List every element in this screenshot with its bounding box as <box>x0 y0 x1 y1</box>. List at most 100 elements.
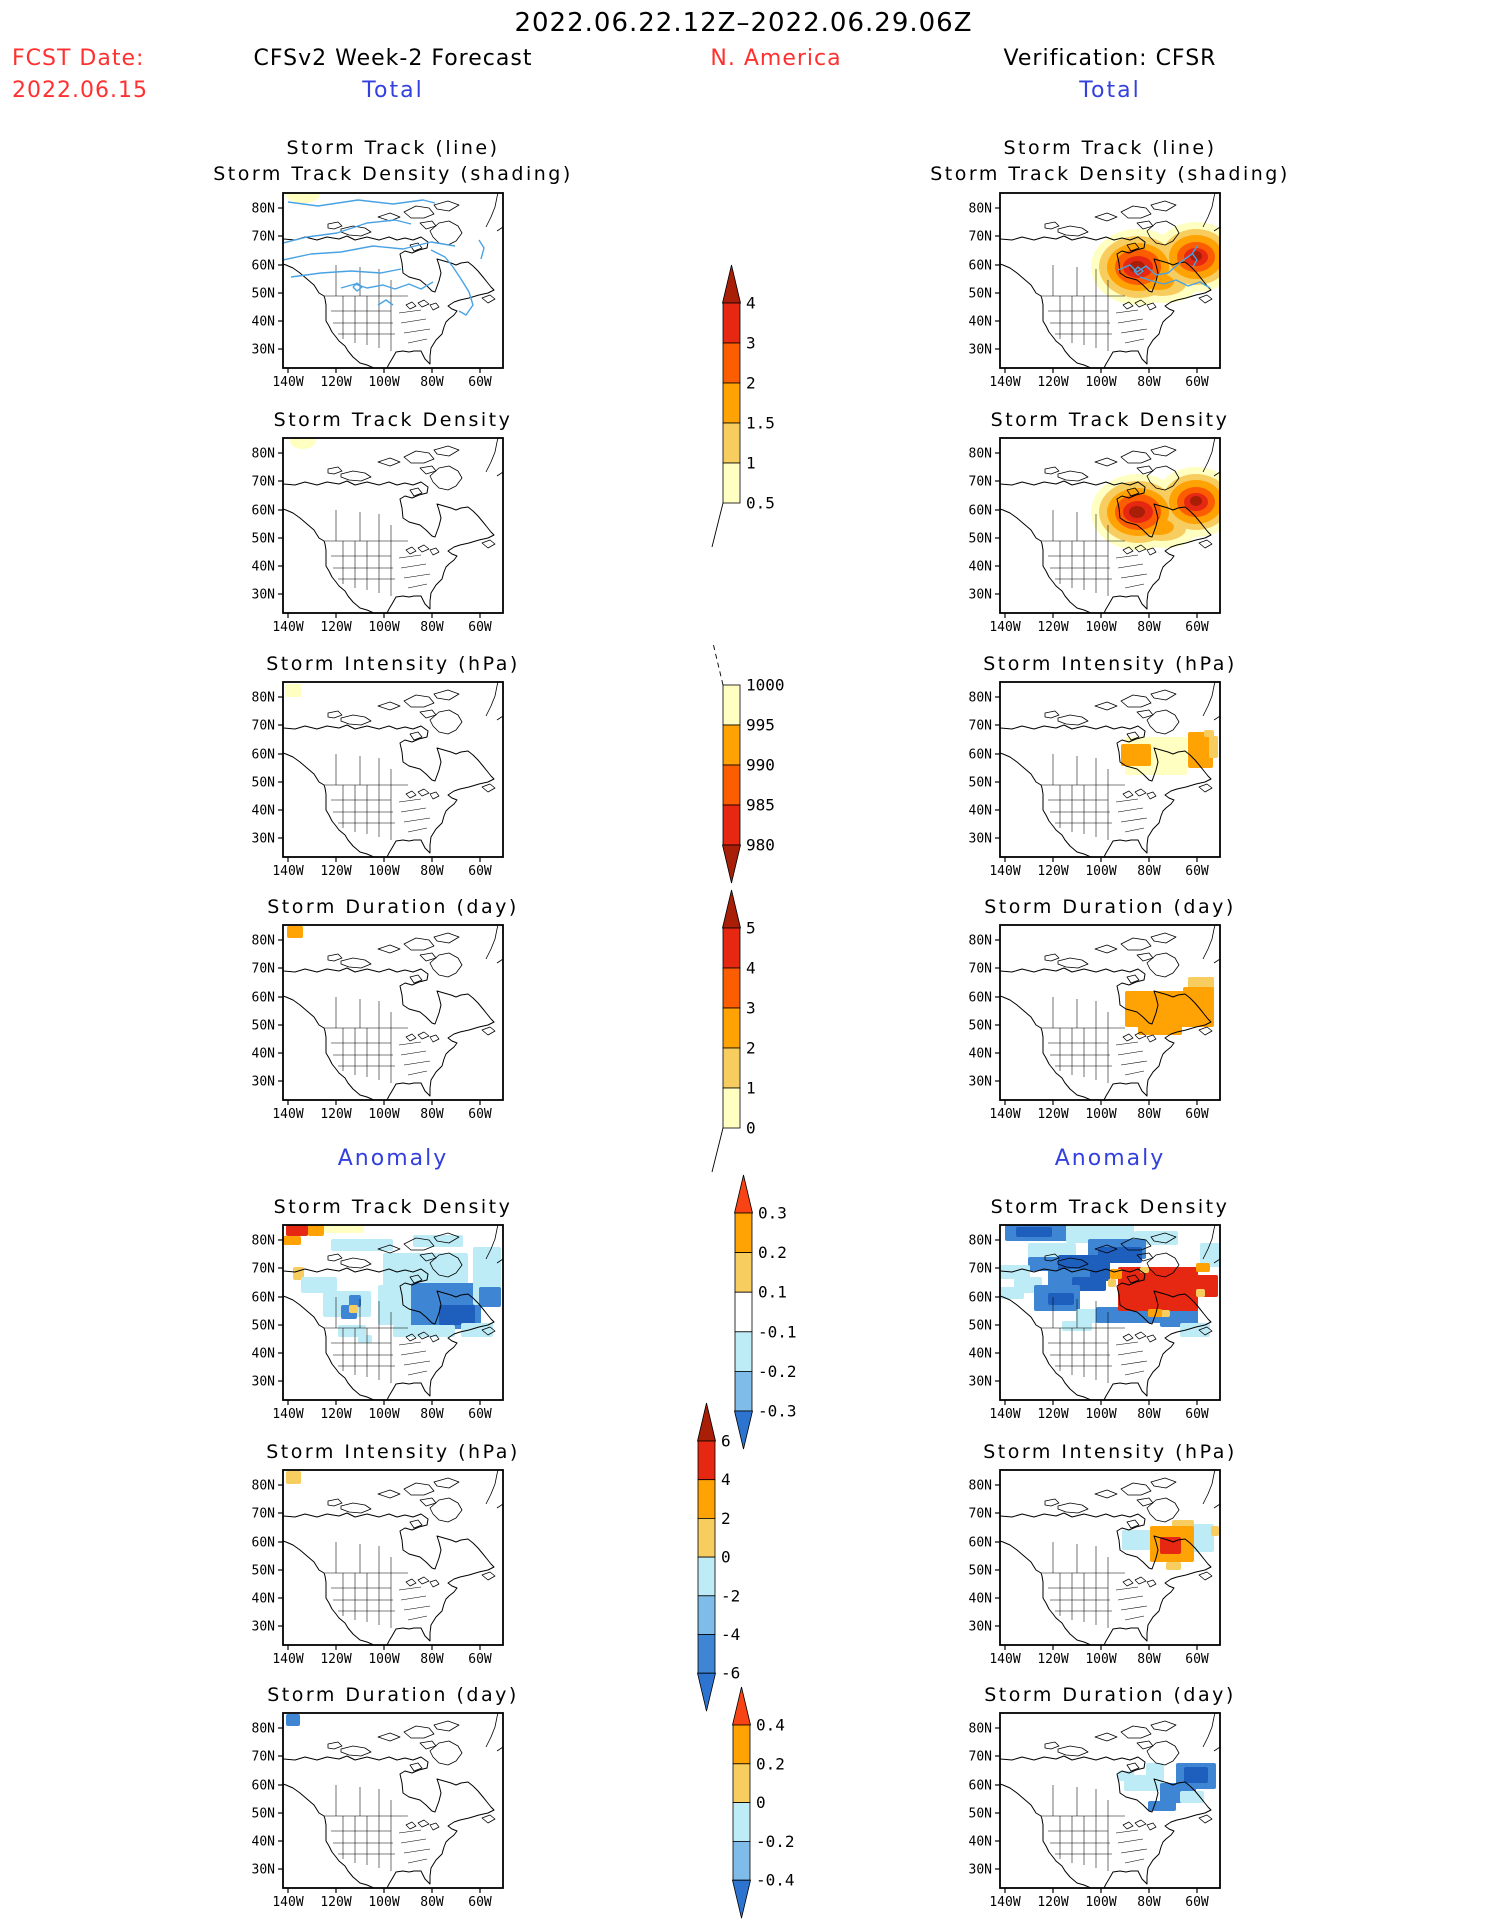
svg-text:60W: 60W <box>468 620 492 634</box>
svg-text:120W: 120W <box>1037 864 1068 878</box>
anomaly-label-right: Anomaly <box>1054 1146 1166 1171</box>
svg-text:140W: 140W <box>989 1107 1020 1121</box>
panel-title-row2-left: Storm Track Density <box>273 409 513 431</box>
svg-text:80W: 80W <box>420 864 444 878</box>
map-canvas: 80N 70N 60N 50N 40N 30N 140W 120W 100W 80W 60W <box>969 1224 1221 1422</box>
svg-text:80W: 80W <box>420 1652 444 1666</box>
coastline-layer <box>1000 1713 1220 1888</box>
svg-text:80W: 80W <box>1137 1407 1161 1421</box>
svg-text:-0.3: -0.3 <box>758 1402 797 1421</box>
svg-text:50N: 50N <box>252 1319 275 1334</box>
svg-text:70N: 70N <box>252 1507 275 1522</box>
map-canvas: 80N 70N 60N 50N 40N 30N 140W 120W 100W 80W 60W <box>252 1712 504 1910</box>
svg-text:70N: 70N <box>969 1507 992 1522</box>
svg-text:30N: 30N <box>252 1863 275 1878</box>
latitude-axis: 80N 70N 60N 50N 40N 30N <box>252 1234 283 1390</box>
coastline-layer <box>1000 193 1220 368</box>
svg-text:80W: 80W <box>1137 1652 1161 1666</box>
svg-text:5: 5 <box>746 919 756 938</box>
latitude-axis: 80N 70N 60N 50N 40N 30N <box>252 1722 283 1878</box>
svg-text:80N: 80N <box>969 934 992 949</box>
coastline-layer <box>283 925 503 1100</box>
svg-text:60W: 60W <box>1185 1407 1209 1421</box>
svg-text:30N: 30N <box>969 1863 992 1878</box>
svg-text:60N: 60N <box>969 504 992 519</box>
map-panel-row3-right: 80N 70N 60N 50N 40N 30N 140W 120W 100W 80W 60W <box>960 678 1226 882</box>
svg-text:120W: 120W <box>320 620 351 634</box>
svg-text:40N: 40N <box>969 1347 992 1362</box>
svg-text:80N: 80N <box>252 202 275 217</box>
svg-text:60W: 60W <box>1185 1652 1209 1666</box>
svg-text:0.1: 0.1 <box>758 1283 787 1302</box>
svg-text:60N: 60N <box>252 1536 275 1551</box>
svg-text:100W: 100W <box>1085 375 1116 389</box>
svg-text:-4: -4 <box>721 1625 740 1644</box>
svg-text:-0.1: -0.1 <box>758 1322 797 1341</box>
svg-text:100W: 100W <box>1085 620 1116 634</box>
svg-text:140W: 140W <box>989 864 1020 878</box>
svg-text:2: 2 <box>746 374 756 393</box>
svg-text:60W: 60W <box>1185 1107 1209 1121</box>
svg-text:100W: 100W <box>368 1652 399 1666</box>
svg-text:100W: 100W <box>368 1407 399 1421</box>
coastline-layer <box>1000 925 1220 1100</box>
map-panel-row4-right: 80N 70N 60N 50N 40N 30N 140W 120W 100W 80W 60W <box>960 921 1226 1125</box>
svg-text:100W: 100W <box>1085 1652 1116 1666</box>
longitude-axis: 140W 120W 100W 80W 60W <box>272 613 492 635</box>
svg-text:50N: 50N <box>969 1319 992 1334</box>
svg-text:990: 990 <box>746 756 775 775</box>
svg-text:0.4: 0.4 <box>756 1716 785 1735</box>
svg-text:120W: 120W <box>1037 1407 1068 1421</box>
svg-text:-0.2: -0.2 <box>756 1832 795 1851</box>
coastline-layer <box>283 1225 503 1400</box>
latitude-axis: 80N 70N 60N 50N 40N 30N <box>252 1479 283 1635</box>
svg-text:70N: 70N <box>969 962 992 977</box>
panel-title-row7-left: Storm Duration (day) <box>267 1684 519 1706</box>
svg-text:60N: 60N <box>969 991 992 1006</box>
svg-text:60W: 60W <box>468 864 492 878</box>
map-panel-row7-right: 80N 70N 60N 50N 40N 30N 140W 120W 100W 80W 60W <box>960 1709 1226 1913</box>
coastline-layer <box>283 193 503 368</box>
svg-text:30N: 30N <box>969 1375 992 1390</box>
svg-text:30N: 30N <box>252 588 275 603</box>
svg-text:140W: 140W <box>272 1895 303 1909</box>
svg-text:140W: 140W <box>272 1652 303 1666</box>
svg-text:80W: 80W <box>420 375 444 389</box>
svg-text:140W: 140W <box>989 1407 1020 1421</box>
latitude-axis: 80N 70N 60N 50N 40N 30N <box>252 691 283 847</box>
longitude-axis: 140W 120W 100W 80W 60W <box>272 1888 492 1910</box>
svg-text:1000: 1000 <box>746 676 785 695</box>
svg-text:100W: 100W <box>1085 1895 1116 1909</box>
map-canvas: 80N 70N 60N 50N 40N 30N 140W 120W 100W 80W 60W <box>969 192 1221 390</box>
map-border <box>999 437 1221 614</box>
svg-text:0.2: 0.2 <box>758 1243 787 1262</box>
svg-text:140W: 140W <box>272 620 303 634</box>
svg-text:-0.4: -0.4 <box>756 1871 795 1890</box>
fcst-date-label: FCST Date: <box>12 46 145 71</box>
svg-text:60N: 60N <box>252 1779 275 1794</box>
svg-text:70N: 70N <box>252 1262 275 1277</box>
map-border <box>999 1712 1221 1889</box>
panel-title-row3-right: Storm Intensity (hPa) <box>983 653 1237 675</box>
shading-layer <box>1091 467 1220 550</box>
region-label: N. America <box>710 46 842 71</box>
svg-text:140W: 140W <box>989 620 1020 634</box>
shading-layer <box>1091 222 1220 305</box>
map-panel-row4-left: 80N 70N 60N 50N 40N 30N 140W 120W 100W 80W 60W <box>243 921 509 1125</box>
svg-text:40N: 40N <box>252 1835 275 1850</box>
longitude-axis: 140W 120W 100W 80W 60W <box>989 368 1209 390</box>
svg-text:80W: 80W <box>1137 375 1161 389</box>
panel-title-row6-left: Storm Intensity (hPa) <box>266 1441 520 1463</box>
latitude-axis: 80N 70N 60N 50N 40N 30N <box>969 934 1000 1090</box>
svg-text:60N: 60N <box>969 259 992 274</box>
svg-text:4: 4 <box>746 294 756 313</box>
svg-text:995: 995 <box>746 716 775 735</box>
latitude-axis: 80N 70N 60N 50N 40N 30N <box>252 934 283 1090</box>
map-panel-row1-left: 80N 70N 60N 50N 40N 30N 140W 120W 100W 80W 60W <box>243 189 509 393</box>
map-border <box>999 1469 1221 1646</box>
coastline-layer <box>283 682 503 857</box>
coastline-layer <box>1000 438 1220 613</box>
svg-text:30N: 30N <box>252 343 275 358</box>
colorbar-storm-track-density-anomaly: 0.3 0.2 0.1 -0.1 -0.2 -0.3 <box>721 1167 809 1463</box>
svg-text:80N: 80N <box>969 1234 992 1249</box>
